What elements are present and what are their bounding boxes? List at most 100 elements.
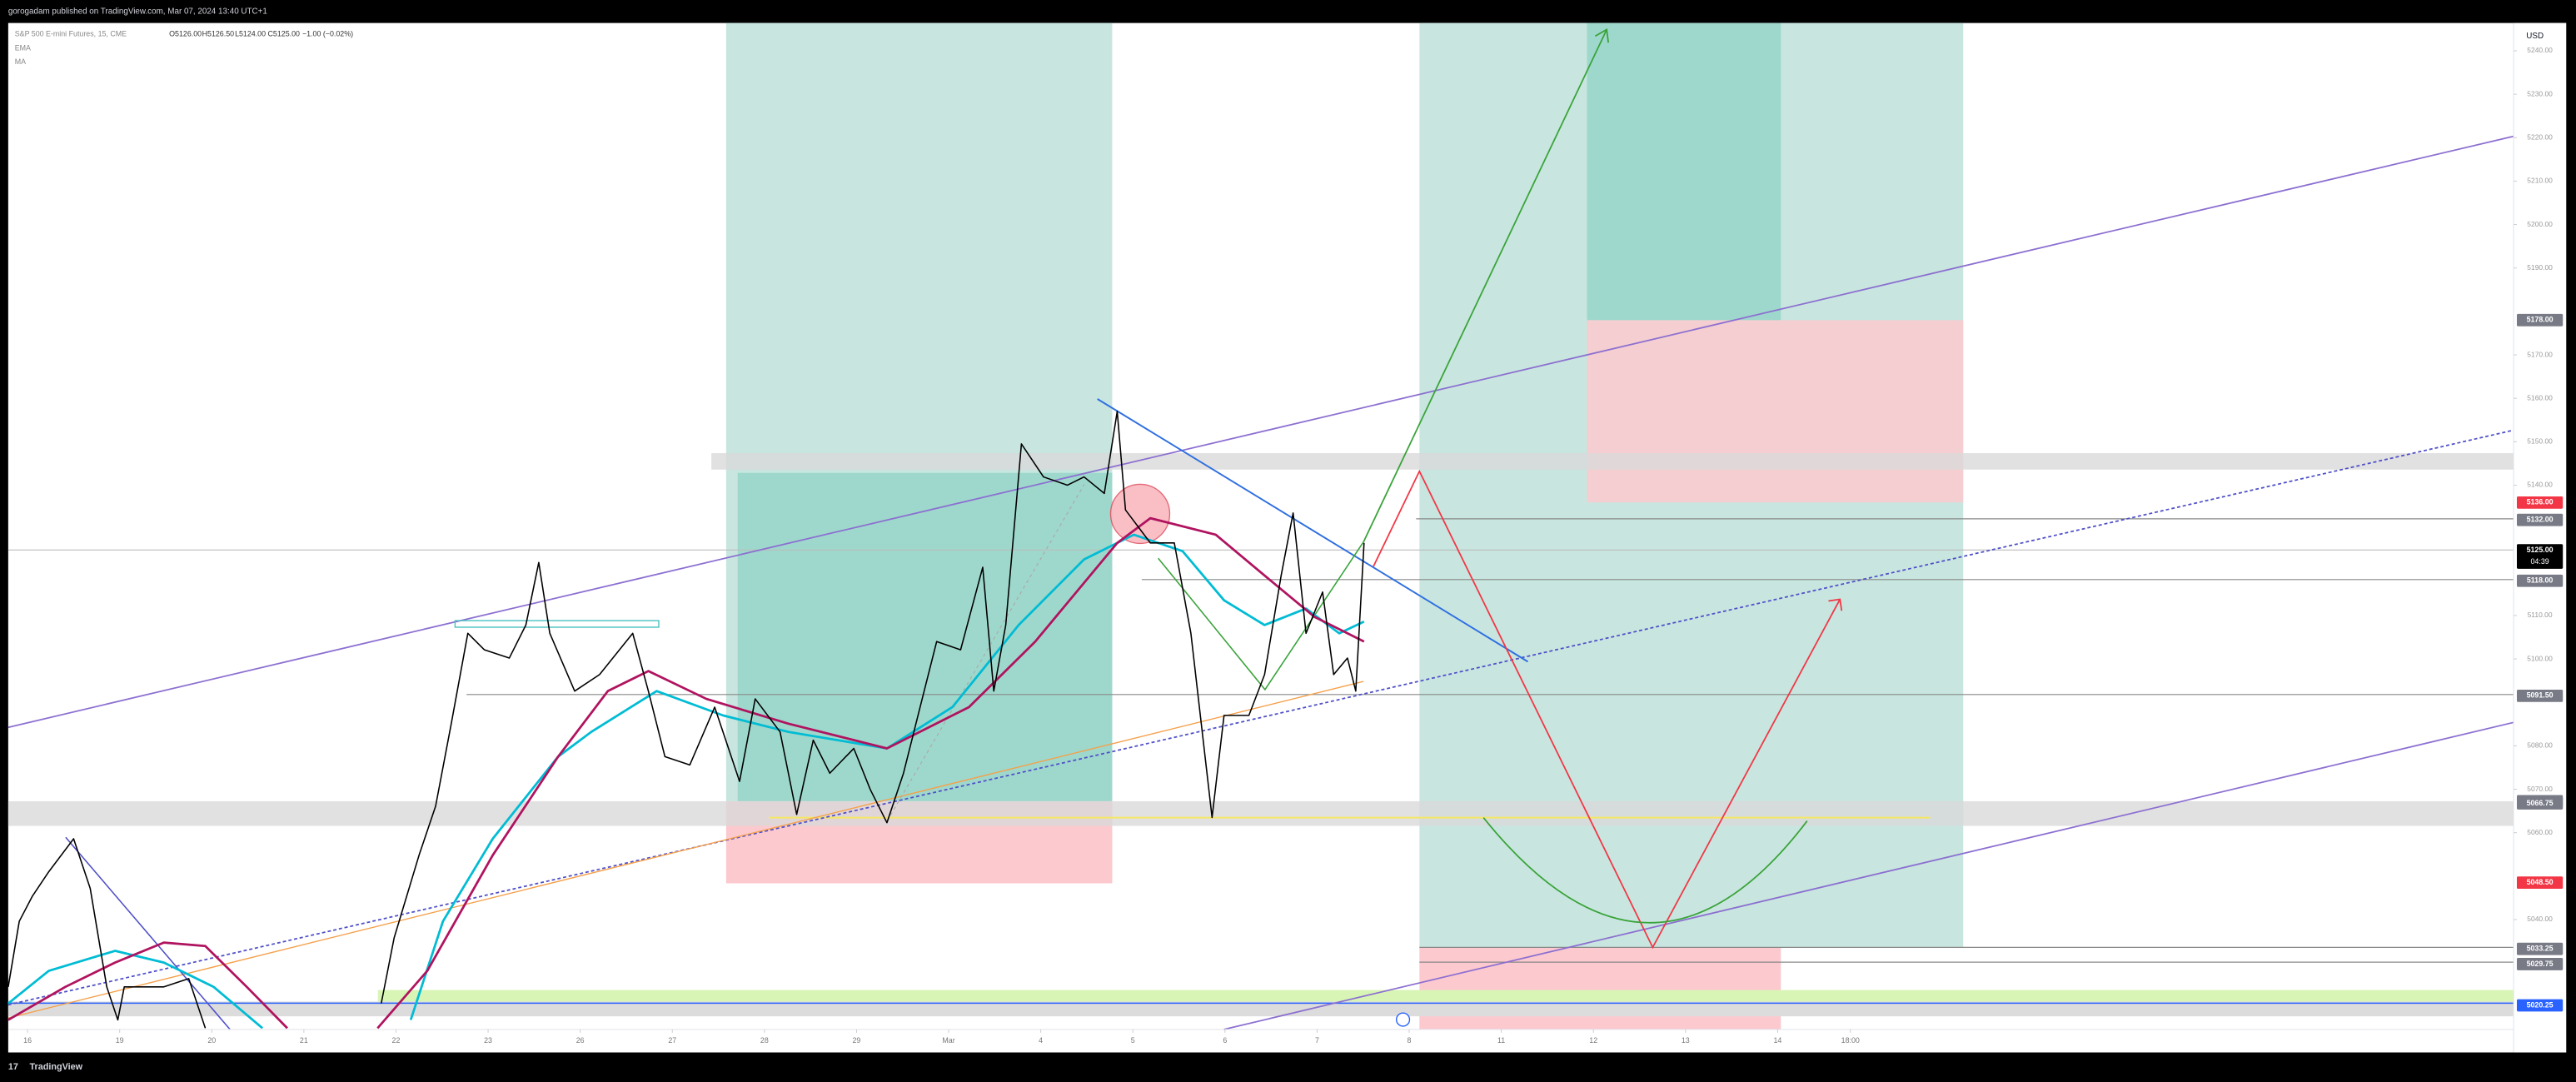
price-tag-label: 5118.00 [2527,576,2554,585]
x-tick-label: 22 [392,1036,401,1045]
arrow-head [1828,598,1843,611]
long-filled-zone [737,472,1113,801]
price-tag-label: 5029.75 [2527,960,2554,968]
price-tag-label: 5033.25 [2527,945,2554,953]
orange-trend [7,681,1364,1019]
x-tick-label: 12 [1589,1036,1597,1045]
indicator-legend: MA [15,57,26,66]
price-tag-label: 5178.00 [2527,316,2554,324]
price-tag-label: 5132.00 [2527,516,2554,524]
long-stop-zone [1419,947,1781,1030]
price-tag [2516,496,2564,509]
x-tick-label: 28 [760,1036,769,1045]
y-tick-label: 5070.00 [2527,785,2553,793]
y-tick-label: 5150.00 [2527,437,2553,446]
y-tick-label: 5060.00 [2527,828,2553,836]
price-tag-label: 5048.50 [2527,878,2554,886]
y-tick-label: 5190.00 [2527,263,2553,272]
countdown: 04:39 [2531,557,2549,566]
ohlc-value: C5125.00 [268,30,301,38]
x-tick-label: 29 [853,1036,861,1045]
x-tick-label: 13 [1682,1036,1690,1045]
x-tick-label: 27 [668,1036,676,1045]
long-filled-zone [1587,22,1781,321]
price-tag [2516,313,2564,327]
price-tag [2516,513,2564,526]
blue-trend [65,836,231,1030]
projection-path [1373,469,1841,950]
y-tick-label: 5100.00 [2527,654,2553,662]
y-tick-label: 5110.00 [2528,611,2553,619]
x-tick-label: Mar [942,1036,954,1045]
chart-area [7,22,2567,1053]
y-tick-label: 5080.00 [2527,741,2553,750]
x-tick-label: 21 [300,1036,308,1045]
price-tag [2516,797,2564,810]
price-tag [2516,999,2564,1012]
short-stop-zone [1587,320,1964,503]
ohlc-value: H5126.50 [202,30,235,38]
dashed-line [886,484,1085,821]
price-tag [2516,958,2564,970]
blue-trend [1097,398,1529,663]
y-tick-label: 5210.00 [2527,177,2553,185]
y-tick-label: 5170.00 [2527,350,2553,358]
symbol-legend: S&P 500 E-mini Futures, 15, CME [15,30,127,38]
channel-line [7,135,2514,729]
price-tag [2516,876,2564,890]
x-tick-label: 23 [484,1036,492,1045]
currency: USD [2526,32,2544,41]
x-tick-label: 5 [1131,1036,1135,1045]
circle [1109,483,1171,545]
price-tag-label: 5125.00 [2527,546,2554,554]
price-tag [2516,544,2564,569]
brand-logo: 17 [8,1062,18,1072]
v-path [1158,541,1364,691]
x-tick-label: 6 [1223,1036,1227,1045]
y-tick-label: 5200.00 [2527,220,2553,228]
ohlc-value: −1.00 (−0.02%) [302,30,353,38]
y-tick-label: 5230.00 [2527,89,2553,97]
x-tick-label: 18:00 [1841,1036,1860,1045]
x-tick-label: 20 [207,1036,216,1045]
publisher: gorogadam published on TradingView.com, … [8,7,267,16]
ohlc-value: O5126.00 [169,30,202,38]
ohlc-value: L5124.00 [235,30,266,38]
price-tag [2516,690,2564,702]
price-tag [2516,574,2564,587]
drawings [7,22,2514,1030]
y-tick-label: 5220.00 [2527,133,2553,142]
support-band [7,800,2514,826]
demand-band [377,990,2514,1002]
gray-band [7,1001,2514,1017]
price-tag-label: 5020.25 [2527,1000,2554,1009]
channel-line [1223,721,2514,1030]
price-tag [2516,942,2564,955]
y-tick-label: 5160.00 [2527,393,2553,401]
price-tag-label: 5066.75 [2527,799,2554,807]
x-tick-label: 11 [1497,1036,1505,1045]
x-tick-label: 14 [1773,1036,1781,1045]
x-tick-label: 26 [576,1036,585,1045]
price-line [7,411,1365,1029]
indicator-legend: EMA [15,43,31,52]
y-tick-label: 5040.00 [2527,915,2553,923]
up-arrow [1363,29,1607,542]
arc [1482,817,1808,924]
price-tag-label: 5136.00 [2527,498,2554,506]
x-tick-label: 16 [23,1036,32,1045]
x-tick-label: 7 [1315,1036,1319,1045]
arrow-head [1594,28,1610,43]
y-tick-label: 5240.00 [2527,46,2553,54]
y-tick-label: 5140.00 [2527,481,2553,489]
resistance-band [711,453,2514,470]
brand: TradingView [30,1062,83,1072]
small-box [454,620,660,628]
x-tick-label: 4 [1039,1036,1043,1045]
clock-icon [1395,1012,1411,1027]
indicator-line [7,516,1365,1030]
x-tick-label: 8 [1408,1036,1412,1045]
price-tag-label: 5091.50 [2527,691,2554,700]
